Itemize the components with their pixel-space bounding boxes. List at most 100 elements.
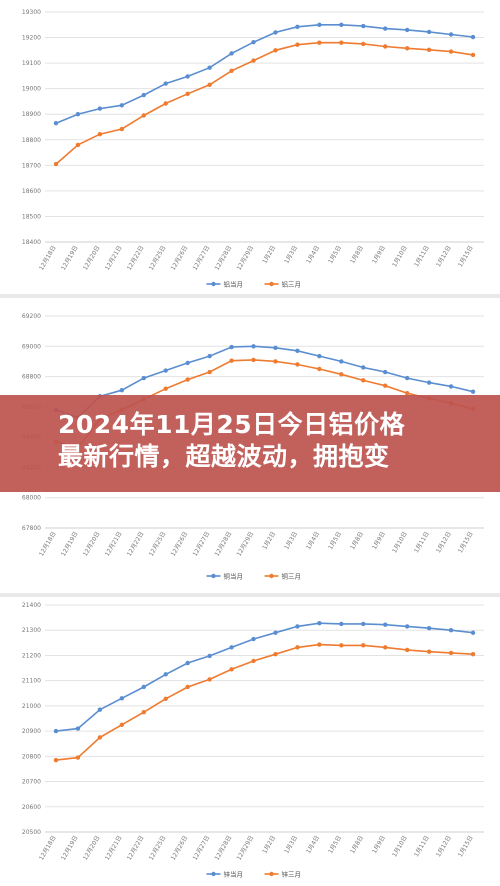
x-tick-label: 1月8日: [349, 531, 365, 552]
x-tick-label: 12月25日: [148, 531, 168, 558]
data-point: [75, 755, 81, 760]
x-tick-label: 1月4日: [305, 531, 321, 552]
legend-point-marker: [211, 871, 216, 877]
x-tick-label: 1月4日: [305, 835, 321, 856]
data-point: [53, 757, 59, 763]
x-tick-label: 12月26日: [170, 835, 190, 862]
data-point: [470, 651, 476, 657]
data-point: [448, 650, 454, 656]
data-point: [383, 26, 388, 31]
data-point: [163, 81, 168, 86]
data-point: [273, 48, 278, 53]
data-point: [185, 74, 190, 79]
data-point: [404, 647, 410, 653]
data-point: [383, 645, 388, 650]
data-point: [207, 677, 212, 682]
data-point: [295, 348, 300, 354]
data-point: [97, 131, 103, 137]
x-tick-label: 12月18日: [38, 531, 58, 558]
data-point: [426, 626, 432, 631]
y-tick-label: 68800: [22, 374, 41, 381]
article-title-banner: 2024年11月25日今日铝价格 最新行情，超越波动，拥抱变: [0, 395, 500, 492]
data-point: [317, 366, 322, 372]
legend-point-marker: [211, 573, 216, 579]
x-tick-label: 12月18日: [38, 245, 58, 272]
data-point: [185, 660, 190, 666]
x-tick-label: 12月29日: [236, 245, 256, 272]
x-tick-label: 1月8日: [349, 245, 365, 266]
data-point: [470, 52, 476, 58]
y-tick-label: 19100: [22, 60, 41, 67]
data-point: [119, 103, 125, 108]
x-tick-label: 12月19日: [60, 835, 80, 862]
y-tick-label: 68000: [22, 495, 41, 502]
data-point: [75, 726, 81, 731]
y-tick-label: 18900: [22, 111, 41, 118]
data-point: [404, 375, 410, 381]
data-point: [229, 667, 234, 672]
data-point: [251, 636, 256, 642]
x-tick-label: 1月3日: [283, 835, 299, 856]
y-tick-label: 69000: [22, 343, 41, 350]
x-tick-label: 1月10日: [391, 835, 409, 859]
data-point: [163, 101, 168, 106]
data-point: [361, 378, 366, 383]
y-tick-label: 19000: [22, 86, 41, 93]
data-point: [426, 29, 432, 35]
data-point: [426, 47, 432, 53]
series-line-1: [55, 345, 474, 419]
x-tick-label: 12月21日: [104, 531, 124, 558]
data-point: [404, 624, 410, 629]
data-point: [119, 126, 125, 132]
x-tick-label: 12月27日: [192, 835, 212, 862]
legend-point-marker: [269, 573, 274, 579]
x-tick-label: 1月11日: [413, 245, 431, 269]
data-point: [163, 696, 168, 702]
data-point: [163, 672, 168, 677]
x-tick-label: 1月2日: [261, 245, 277, 266]
data-point: [317, 353, 322, 359]
x-tick-label: 12月28日: [214, 835, 234, 862]
data-point: [141, 375, 146, 381]
y-tick-label: 67800: [22, 525, 41, 532]
data-point: [207, 353, 212, 359]
data-point: [470, 630, 476, 635]
data-point: [470, 34, 476, 40]
data-point: [251, 344, 256, 349]
data-point: [317, 40, 322, 45]
x-tick-label: 1月5日: [327, 245, 343, 266]
x-tick-label: 1月15日: [457, 245, 475, 269]
legend-label: 铜当月: [224, 572, 244, 581]
data-point: [273, 651, 278, 657]
data-point: [339, 359, 344, 364]
article-title-line-1: 2024年11月25日今日铝价格: [58, 410, 406, 439]
data-point: [295, 24, 300, 30]
legend-point-marker: [211, 281, 216, 287]
x-tick-label: 12月25日: [148, 835, 168, 862]
data-point: [53, 728, 59, 734]
aluminum-price-chart: 18400 18500 18600 18700 18800 18900 19000 19100…: [0, 0, 500, 293]
x-tick-label: 12月22日: [126, 835, 146, 862]
y-tick-label: 18800: [22, 137, 41, 144]
x-tick-label: 1月9日: [371, 835, 387, 856]
y-tick-label: 20500: [22, 829, 41, 836]
data-point: [207, 653, 212, 659]
data-point: [141, 113, 146, 118]
data-point: [317, 642, 322, 647]
x-tick-label: 1月10日: [391, 531, 409, 555]
legend-label: 铝三月: [282, 280, 302, 289]
x-tick-label: 1月12日: [435, 531, 453, 555]
series-line-1: [55, 23, 474, 124]
x-tick-label: 1月15日: [457, 531, 475, 555]
data-point: [119, 388, 125, 393]
y-tick-label: 18500: [22, 213, 41, 220]
data-point: [339, 621, 344, 627]
data-point: [361, 621, 366, 627]
data-point: [361, 365, 366, 370]
x-tick-label: 12月20日: [82, 245, 102, 272]
data-point: [470, 389, 476, 394]
x-tick-label: 12月21日: [104, 835, 124, 862]
y-tick-label: 20600: [22, 804, 41, 811]
data-point: [229, 68, 234, 73]
data-point: [339, 22, 344, 27]
